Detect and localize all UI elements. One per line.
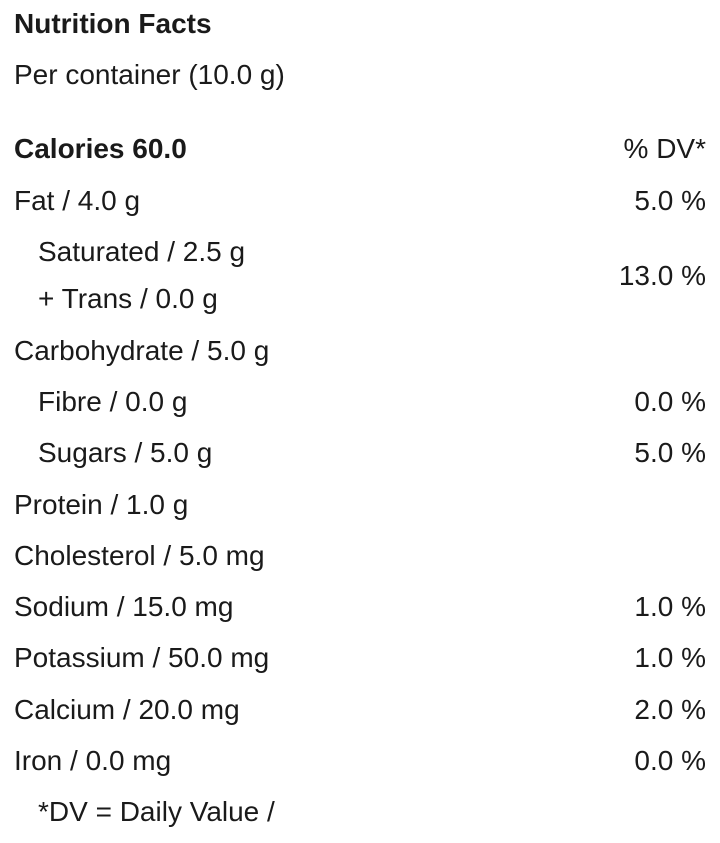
nutrient-label: Saturated / 2.5 g (38, 236, 246, 268)
nutrient-label: Cholesterol / 5.0 mg (14, 539, 265, 571)
daily-value: 0.0 % (634, 745, 706, 776)
nutrient-label: Carbohydrate / 5.0 g (14, 334, 270, 366)
daily-value: 5.0 % (634, 437, 706, 469)
nutrient-label: Sugars / 5.0 g (38, 437, 213, 469)
nutrient-label: Potassium / 50.0 mg (14, 642, 270, 674)
daily-value: 13.0 % (618, 259, 706, 291)
footnote: *DV = Daily Value / (38, 796, 275, 828)
nutrient-label: Sodium / 15.0 mg (14, 591, 234, 623)
daily-value: 2.0 % (634, 693, 706, 725)
nutrient-label: + Trans / 0.0 g (38, 283, 218, 315)
serving-size: Per container (10.0 g) (14, 59, 285, 90)
title: Nutrition Facts (14, 8, 212, 39)
nutrient-label: Fat / 4.0 g (14, 185, 141, 216)
nutrient-label: Fibre / 0.0 g (38, 385, 188, 417)
nutrient-label: Calcium / 20.0 mg (14, 693, 240, 725)
daily-value: 1.0 % (634, 642, 706, 674)
daily-value: 0.0 % (634, 385, 706, 417)
daily-value: 1.0 % (634, 591, 706, 623)
nutrient-label: Iron / 0.0 mg (14, 745, 172, 776)
dv-header: % DV* (623, 133, 706, 164)
daily-value: 5.0 % (634, 185, 706, 216)
nutrient-label: Protein / 1.0 g (14, 488, 189, 520)
calories: Calories 60.0 (14, 133, 187, 164)
